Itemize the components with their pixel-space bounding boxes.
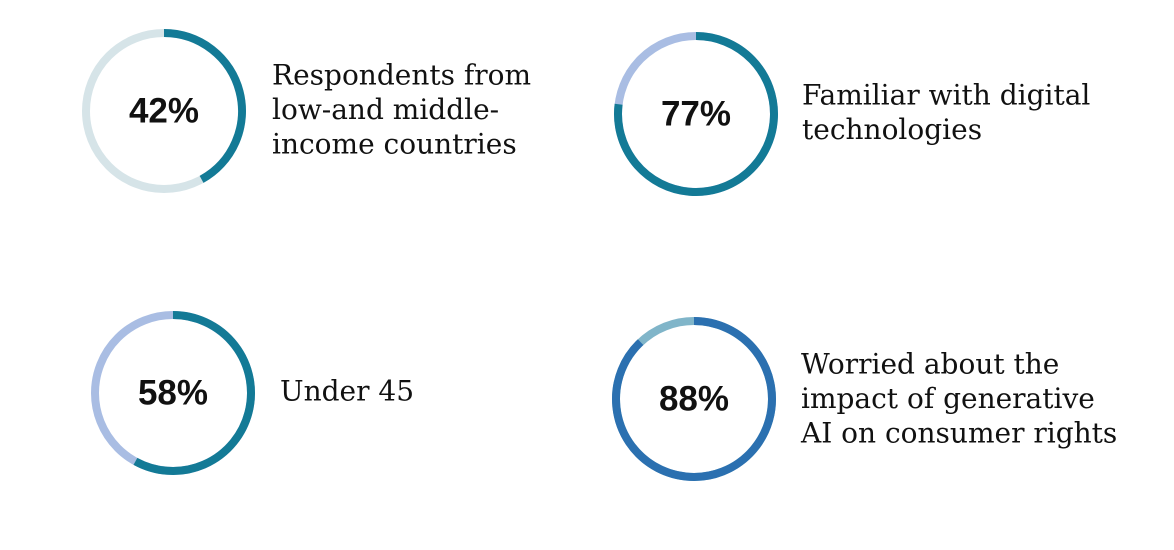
percent-label: 42% [129,92,199,131]
description-line: Familiar with digital [802,79,1090,112]
donut-arc [614,32,778,196]
donut-arc [133,311,255,475]
description-line: impact of generative [801,382,1095,415]
description-line: Respondents from [272,59,531,92]
donut-arc [612,317,776,481]
description-line: Worried about the [801,348,1059,381]
description-line: technologies [802,113,982,146]
percent-label: 58% [138,374,208,413]
description-line: AI on consumer rights [800,417,1117,450]
description-line: low-and middle- [272,93,499,126]
percent-label: 77% [661,95,731,134]
description-line: income countries [272,128,517,161]
description-line: Under 45 [280,375,414,408]
donut-arc [163,29,246,183]
percent-label: 88% [659,380,729,419]
